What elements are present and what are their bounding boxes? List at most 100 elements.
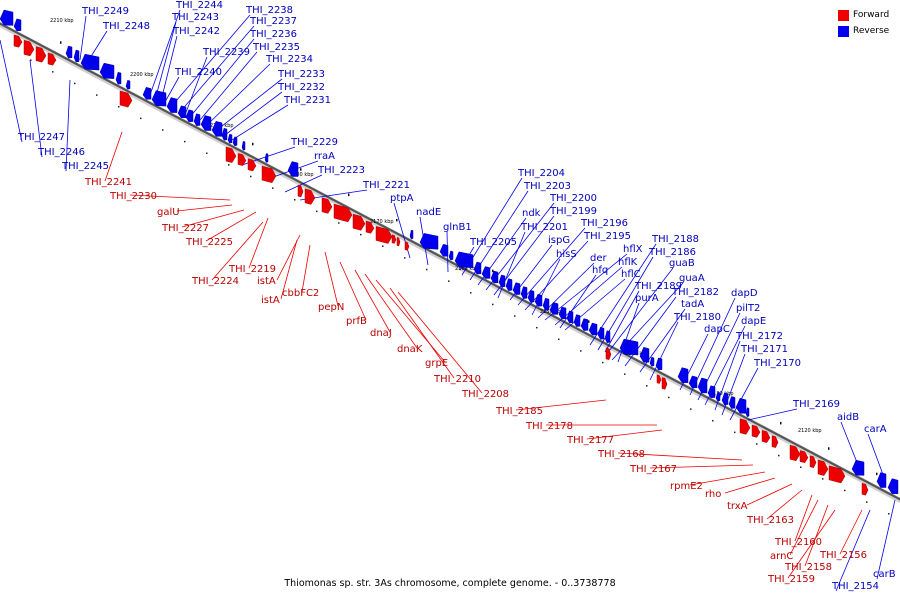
reverse-gene-label: THI_2249 — [81, 6, 129, 17]
reverse-gene-label: THI_2236 — [249, 29, 297, 40]
forward-gene — [396, 237, 401, 247]
forward-gene — [828, 465, 846, 484]
reverse-gene — [715, 391, 721, 402]
reverse-label-connector — [179, 25, 255, 113]
reverse-gene — [707, 385, 716, 398]
reverse-label-connector — [284, 174, 323, 193]
scale-tick-label: 2210 kbp — [50, 18, 74, 24]
reverse-label-connector — [79, 15, 87, 61]
forward-gene — [809, 455, 817, 469]
forward-label-connector — [324, 251, 339, 307]
reverse-gene — [597, 326, 605, 340]
reverse-label-connector — [689, 297, 736, 396]
reverse-label-connector — [835, 509, 871, 592]
reverse-gene-label: THI_2244 — [175, 0, 223, 11]
reverse-label-connector — [649, 321, 679, 381]
reverse-gene-label: THI_2182 — [671, 287, 719, 298]
forward-gene — [321, 197, 333, 214]
feature-dot — [822, 478, 824, 480]
reverse-gene-label: guaA — [679, 273, 705, 284]
feature-dot — [382, 245, 384, 248]
reverse-gene-label: THI_2248 — [102, 21, 150, 32]
feature-dot — [602, 361, 604, 364]
reverse-gene — [527, 289, 535, 303]
reverse-label-connector — [206, 63, 271, 126]
reverse-gene-label: THI_2205 — [469, 237, 517, 248]
reverse-label-connector — [199, 51, 258, 121]
reverse-gene-label: THI_2246 — [37, 147, 85, 158]
reverse-gene — [419, 233, 439, 250]
feature-dot — [52, 71, 54, 73]
feature-dot — [876, 472, 878, 476]
feature-dot — [252, 142, 254, 146]
feature-dot — [866, 501, 868, 503]
forward-gene-label: rho — [705, 489, 721, 500]
forward-gene — [35, 46, 47, 63]
reverse-label-connector — [154, 21, 177, 101]
reverse-gene-label: THI_2171 — [740, 344, 788, 355]
reverse-label-connector — [604, 290, 640, 353]
feature-dot — [74, 82, 76, 85]
reverse-gene — [735, 397, 747, 414]
reverse-gene — [887, 478, 899, 494]
forward-gene-label: THI_2158 — [784, 562, 832, 573]
reverse-label-connector — [184, 56, 208, 116]
reverse-gene-label: der — [590, 253, 608, 264]
reverse-gene-label: THI_2169 — [792, 399, 840, 410]
reverse-gene-label: pilT2 — [736, 303, 760, 314]
feature-dot — [272, 187, 274, 189]
reverse-gene-label: dapE — [741, 316, 766, 327]
reverse-label-connector — [89, 30, 108, 59]
reverse-gene-label: THI_2201 — [520, 222, 568, 233]
legend-reverse-swatch — [838, 25, 849, 37]
reverse-gene — [80, 53, 100, 71]
feature-dot — [588, 320, 590, 323]
reverse-gene — [580, 318, 589, 331]
forward-gene-label: THI_2156 — [819, 550, 867, 561]
reverse-gene — [13, 18, 22, 32]
forward-gene-label: THI_2177 — [566, 435, 614, 446]
reverse-label-connector — [617, 302, 640, 363]
reverse-gene-label: dapD — [731, 288, 758, 299]
feature-dot — [250, 175, 252, 178]
forward-gene — [391, 234, 397, 244]
forward-label-connector — [689, 471, 766, 486]
feature-dot — [348, 193, 350, 197]
legend-reverse-label: Reverse — [853, 26, 890, 36]
reverse-gene — [876, 472, 887, 488]
reverse-label-connector — [729, 367, 759, 421]
reverse-gene — [588, 322, 598, 336]
reverse-gene-label: THI_2235 — [252, 42, 300, 53]
reverse-gene-label: THI_2180 — [673, 312, 721, 323]
feature-dot — [514, 315, 516, 317]
reverse-label-connector — [29, 59, 43, 158]
forward-gene-label: pepN — [318, 302, 344, 313]
forward-gene — [13, 34, 23, 48]
legend-reverse: Reverse — [838, 25, 889, 37]
feature-dot — [888, 512, 890, 515]
feature-dot — [404, 257, 406, 259]
reverse-gene-label: tadA — [681, 299, 704, 310]
reverse-gene-label: carB — [873, 569, 896, 580]
forward-label-connector — [301, 244, 311, 293]
forward-label-connector — [339, 261, 367, 321]
reverse-gene-label: THI_2188 — [651, 234, 699, 245]
reverse-gene-label: rraA — [314, 151, 335, 162]
reverse-label-connector — [224, 91, 283, 136]
reverse-gene — [558, 306, 567, 320]
forward-gene — [404, 241, 410, 251]
forward-gene — [375, 226, 393, 244]
reverse-gene-label: dapC — [704, 324, 730, 335]
reverse-gene — [512, 282, 521, 295]
reverse-label-connector — [149, 9, 181, 96]
reverse-gene-label: THI_2172 — [735, 331, 783, 342]
reverse-gene-label: THI_2199 — [549, 206, 597, 217]
reverse-gene — [688, 375, 698, 389]
feature-dot — [396, 218, 398, 222]
feature-dot — [780, 421, 782, 425]
reverse-gene — [721, 392, 729, 406]
reverse-gene — [221, 127, 228, 141]
reverse-gene-label: THI_2186 — [648, 247, 696, 258]
reverse-gene-label: nadE — [416, 207, 441, 218]
feature-dot — [60, 41, 62, 44]
